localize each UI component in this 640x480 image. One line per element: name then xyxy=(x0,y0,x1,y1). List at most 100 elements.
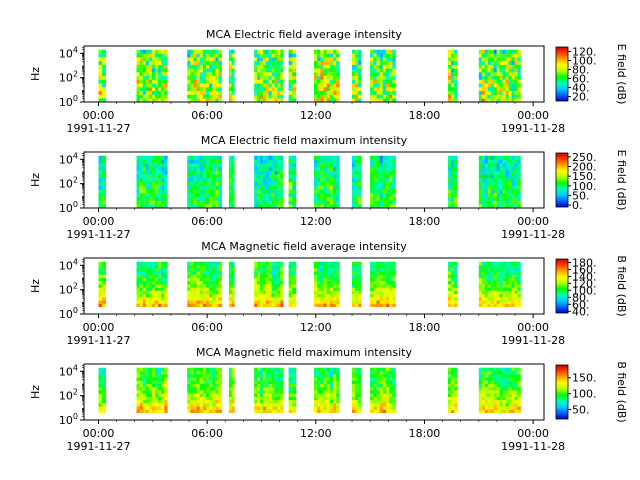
heatmap-cell xyxy=(161,377,165,381)
heatmap-cell xyxy=(190,189,194,194)
heatmap-cell xyxy=(376,159,380,164)
heatmap-cell xyxy=(136,403,140,407)
heatmap-cell xyxy=(228,396,232,401)
heatmap-cell xyxy=(98,83,103,88)
heatmap-cell xyxy=(478,290,483,295)
heatmap-cell xyxy=(323,264,327,269)
heatmap-cell xyxy=(451,200,455,205)
heatmap-cell xyxy=(389,166,393,171)
heatmap-cell xyxy=(508,271,512,275)
heatmap-cell xyxy=(352,75,356,80)
heatmap-cell xyxy=(139,290,143,295)
heatmap-cell xyxy=(392,383,396,388)
heatmap-cell xyxy=(386,155,390,160)
heatmap-cell xyxy=(336,284,340,288)
heatmap-cell xyxy=(206,163,210,168)
heatmap-cell xyxy=(382,72,387,77)
heatmap-cell xyxy=(478,293,483,298)
heatmap-cell xyxy=(370,159,374,164)
heatmap-cell xyxy=(158,159,162,164)
heatmap-cell xyxy=(190,396,194,401)
heatmap-cell xyxy=(102,174,106,179)
heatmap-cell xyxy=(352,196,356,201)
heatmap-cell xyxy=(487,284,491,288)
heatmap-cell xyxy=(323,396,327,401)
heatmap-cell xyxy=(196,60,200,65)
heatmap-cell xyxy=(265,284,269,288)
heatmap-cell xyxy=(323,166,327,171)
heatmap-cell xyxy=(257,383,261,388)
heatmap-cell xyxy=(326,367,331,372)
heatmap-cell xyxy=(326,170,331,175)
heatmap-cell xyxy=(212,261,216,266)
heatmap-cell xyxy=(502,68,506,73)
heatmap-cell xyxy=(190,163,194,168)
heatmap-cell xyxy=(292,196,297,201)
heatmap-cell xyxy=(481,383,486,388)
heatmap-cell xyxy=(370,287,374,291)
heatmap-cell xyxy=(161,264,165,269)
heatmap-cell xyxy=(323,370,327,375)
heatmap-cell xyxy=(190,403,194,407)
heatmap-cell xyxy=(257,60,261,65)
heatmap-cell xyxy=(218,64,222,69)
heatmap-cell xyxy=(451,271,455,275)
heatmap-cell xyxy=(190,64,194,69)
heatmap-cell xyxy=(389,193,393,197)
heatmap-cell xyxy=(373,75,377,80)
heatmap-cell xyxy=(292,300,297,304)
heatmap-cell xyxy=(490,290,494,295)
heatmap-cell xyxy=(202,94,207,99)
heatmap-cell xyxy=(164,261,168,266)
heatmap-cell xyxy=(280,79,284,84)
heatmap-cell xyxy=(478,287,483,291)
heatmap-cell xyxy=(274,64,278,69)
heatmap-cell xyxy=(379,49,384,54)
heatmap-cell xyxy=(376,200,380,205)
heatmap-cell xyxy=(199,367,204,372)
heatmap-cell xyxy=(190,387,194,391)
heatmap-cell xyxy=(382,284,387,288)
heatmap-cell xyxy=(142,396,147,401)
heatmap-cell xyxy=(164,377,168,381)
heatmap-cell xyxy=(228,159,232,164)
heatmap-cell xyxy=(326,49,331,54)
heatmap-cell xyxy=(280,303,284,307)
heatmap-cell xyxy=(386,290,390,295)
heatmap-cell xyxy=(333,163,337,168)
heatmap-cell xyxy=(333,53,337,58)
heatmap-cell xyxy=(333,281,337,285)
heatmap-cell xyxy=(199,261,204,266)
heatmap-cell xyxy=(326,68,331,73)
heatmap-cell xyxy=(268,261,272,266)
heatmap-cell xyxy=(355,79,359,84)
heatmap-cell xyxy=(329,193,334,197)
heatmap-cell xyxy=(218,290,222,295)
heatmap-cell xyxy=(451,87,455,91)
heatmap-cell xyxy=(202,83,207,88)
heatmap-cell xyxy=(193,403,197,407)
heatmap-cell xyxy=(484,49,489,54)
heatmap-cell xyxy=(386,204,390,209)
heatmap-cell xyxy=(271,98,275,103)
heatmap-cell xyxy=(155,274,159,278)
heatmap-cell xyxy=(212,409,216,413)
heatmap-cell xyxy=(196,155,200,160)
heatmap-cell xyxy=(490,406,494,410)
heatmap-cell xyxy=(265,83,269,88)
heatmap-cell xyxy=(317,399,321,404)
heatmap-cell xyxy=(262,281,267,285)
heatmap-cell xyxy=(271,163,275,168)
heatmap-cell xyxy=(212,196,216,201)
heatmap-cell xyxy=(218,406,222,410)
heatmap-cell xyxy=(187,185,191,190)
heatmap-cell xyxy=(370,87,374,91)
heatmap-cell xyxy=(314,377,318,381)
heatmap-cell xyxy=(190,377,194,381)
heatmap-cell xyxy=(382,409,387,413)
heatmap-cell xyxy=(508,64,512,69)
heatmap-cell xyxy=(382,170,387,175)
heatmap-cell xyxy=(164,387,168,391)
heatmap-cell xyxy=(499,393,503,397)
heatmap-cell xyxy=(317,98,321,103)
